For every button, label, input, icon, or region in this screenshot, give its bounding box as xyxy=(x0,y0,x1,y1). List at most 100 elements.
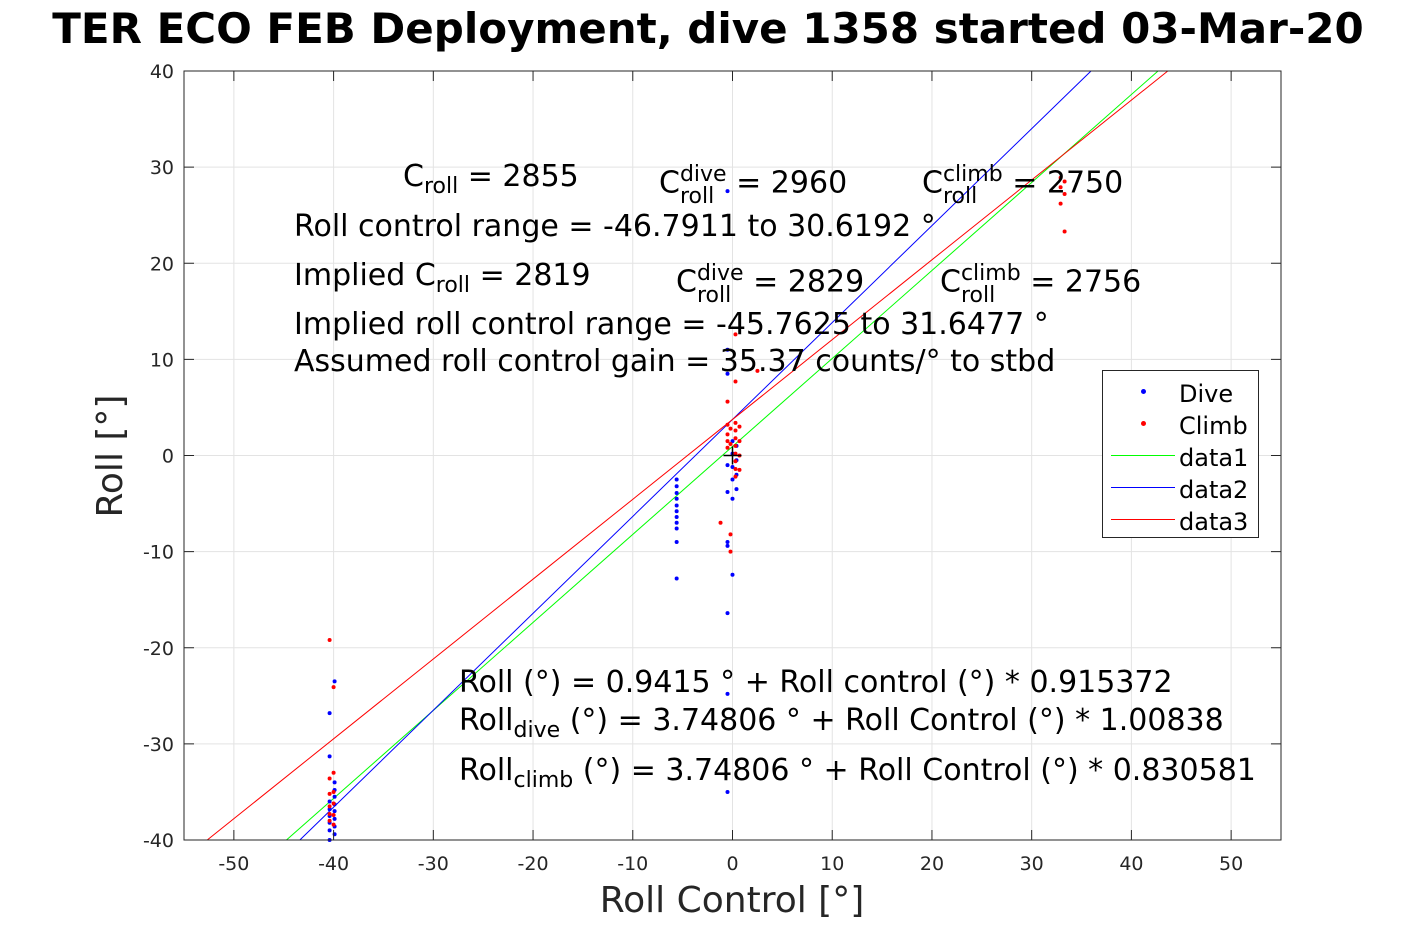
data-point-climb xyxy=(725,399,730,404)
x-tick-label: 20 xyxy=(920,853,944,875)
y-tick-label: 20 xyxy=(150,253,174,275)
data-point-climb xyxy=(733,436,738,441)
data-point-dive xyxy=(725,347,730,352)
scatter-points xyxy=(327,175,1067,842)
data-point-dive xyxy=(674,490,679,495)
data-point-climb xyxy=(331,813,336,818)
legend-label-dive: Dive xyxy=(1179,380,1234,408)
y-tick-label: 10 xyxy=(150,349,174,371)
data-point-dive xyxy=(674,496,679,501)
data-point-dive xyxy=(725,371,730,376)
data-point-climb xyxy=(733,474,738,479)
chart-title: TER ECO FEB Deployment, dive 1358 starte… xyxy=(52,4,1364,53)
data-point-dive xyxy=(674,520,679,525)
annotation-c-roll: Croll = 2855 xyxy=(403,159,579,199)
data-point-climb xyxy=(725,439,730,444)
data-point-dive xyxy=(734,487,739,492)
data-point-climb xyxy=(733,420,738,425)
x-tick-label: 10 xyxy=(820,853,844,875)
annotation-fit-dive: Rolldive (°) = 3.74806 ° + Roll Control … xyxy=(459,703,1224,743)
data-point-climb xyxy=(728,532,733,537)
legend-label-data1: data1 xyxy=(1179,444,1249,472)
data-point-dive xyxy=(327,828,332,833)
data-point-climb xyxy=(733,459,738,464)
data-point-dive xyxy=(725,540,730,545)
data-point-dive xyxy=(725,543,730,548)
data-point-climb xyxy=(331,801,336,806)
legend-item-data3: data3 xyxy=(1103,504,1258,536)
data-point-dive xyxy=(730,477,735,482)
legend-label-data3: data3 xyxy=(1179,508,1249,536)
data-point-dive xyxy=(730,465,735,470)
data-point-climb xyxy=(733,443,738,448)
legend-label-climb: Climb xyxy=(1179,412,1248,440)
data-point-dive xyxy=(674,576,679,581)
x-tick-label: -30 xyxy=(418,853,449,875)
data-point-climb xyxy=(737,424,742,429)
data-point-climb xyxy=(327,812,332,817)
y-tick-label: 40 xyxy=(150,61,174,83)
data-point-climb xyxy=(718,520,723,525)
data-point-climb xyxy=(728,426,733,431)
data-point-climb xyxy=(755,368,760,373)
legend-marker-dive xyxy=(1141,389,1146,394)
x-tick-label: 30 xyxy=(1020,853,1044,875)
y-tick-label: -30 xyxy=(143,734,174,756)
data-point-dive xyxy=(332,780,337,785)
annotation-fit-overall: Roll (°) = 0.9415 ° + Roll control (°) *… xyxy=(459,665,1173,700)
annotation-assumed-gain: Assumed roll control gain = 35.37 counts… xyxy=(294,344,1056,379)
data-point-climb xyxy=(327,804,332,809)
data-point-climb xyxy=(331,770,336,775)
y-tick-label: -20 xyxy=(143,638,174,660)
data-point-climb xyxy=(733,466,738,471)
data-point-climb xyxy=(331,685,336,690)
data-point-climb xyxy=(728,549,733,554)
data-point-dive xyxy=(725,463,730,468)
data-point-climb xyxy=(327,638,332,643)
legend-item-climb: Climb xyxy=(1103,408,1258,440)
x-tick-label: -40 xyxy=(318,853,349,875)
data-point-dive xyxy=(725,691,730,696)
axis-ticks: -50 -40 -30 -20 -10 0 10 20 30 40 50 -40 -30 -20 -10 0 1… xyxy=(143,61,1281,875)
data-point-dive xyxy=(332,809,337,814)
data-point-dive xyxy=(674,477,679,482)
y-tick-label: 0 xyxy=(162,446,174,468)
data-point-climb xyxy=(1058,185,1063,190)
data-point-dive xyxy=(327,807,332,812)
data-point-dive xyxy=(674,515,679,520)
data-point-dive xyxy=(332,679,337,684)
data-point-climb xyxy=(725,445,730,450)
data-point-climb xyxy=(1062,229,1067,234)
legend-label-data2: data2 xyxy=(1179,476,1249,504)
data-point-dive xyxy=(332,794,337,799)
data-point-climb xyxy=(1058,175,1063,180)
annotation-fit-climb: Rollclimb (°) = 3.74806 ° + Roll Control… xyxy=(459,753,1256,793)
x-tick-label: -50 xyxy=(218,853,249,875)
fit-line-data2 xyxy=(299,70,1092,841)
data-point-climb xyxy=(733,332,738,337)
origin-crosshair xyxy=(723,446,742,465)
data-point-climb xyxy=(725,432,730,437)
fit-lines xyxy=(206,70,1169,841)
annotation-roll-control-range: Roll control range = -46.7911 to 30.6192… xyxy=(294,209,936,244)
data-point-dive xyxy=(725,611,730,616)
y-tick-label: -10 xyxy=(143,542,174,564)
data-point-dive xyxy=(327,711,332,716)
data-point-dive xyxy=(674,503,679,508)
data-point-climb xyxy=(733,379,738,384)
y-tick-label: 30 xyxy=(150,157,174,179)
data-point-climb xyxy=(733,451,738,456)
data-point-dive xyxy=(730,572,735,577)
data-point-dive xyxy=(327,754,332,759)
data-point-dive xyxy=(674,484,679,489)
x-tick-label: 0 xyxy=(726,853,738,875)
data-point-climb xyxy=(331,822,336,827)
fit-line-data3 xyxy=(206,70,1169,841)
legend-line-data3 xyxy=(1111,519,1175,520)
x-tick-label: 50 xyxy=(1219,853,1243,875)
y-tick-label: -40 xyxy=(143,830,174,852)
data-point-dive xyxy=(674,509,679,514)
